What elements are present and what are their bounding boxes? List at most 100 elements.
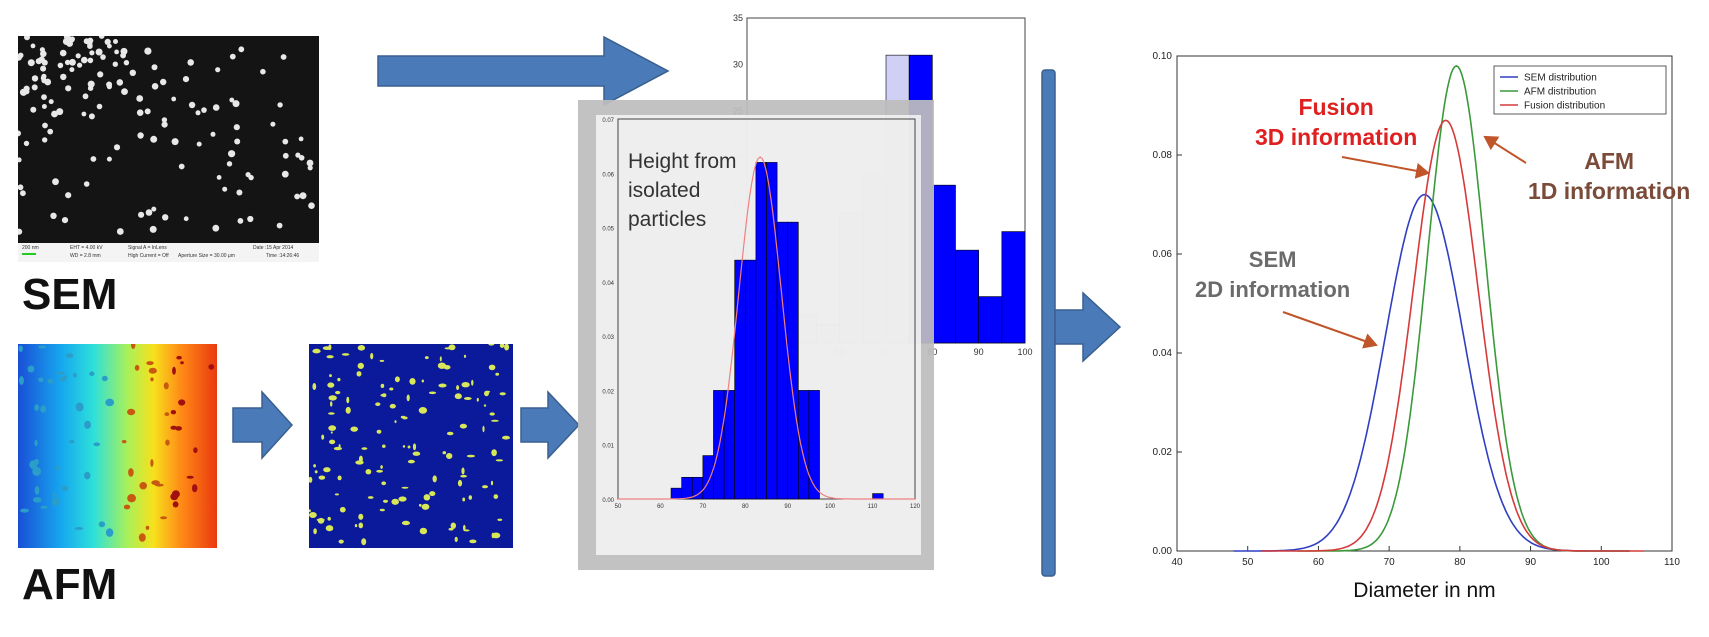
afm-particle <box>180 361 184 365</box>
segmented-particle <box>491 449 497 457</box>
y-tick-label: 0.05 <box>602 227 614 233</box>
sem-particle <box>282 138 289 145</box>
sem-particle <box>39 47 45 53</box>
segmented-particle <box>328 425 337 431</box>
segmented-particle <box>495 459 504 462</box>
sem-label: SEM <box>22 270 118 319</box>
sem-particle <box>236 189 243 196</box>
segmented-particle <box>461 467 465 475</box>
segmented-particle <box>338 444 341 448</box>
sem-particle <box>232 100 240 108</box>
sem-particle <box>50 212 57 219</box>
segmented-particle <box>461 382 470 388</box>
afm-particle <box>105 528 114 537</box>
sem-particle <box>75 53 81 59</box>
sem-signal: Signal A = InLens <box>128 245 167 251</box>
sem-particle <box>138 211 145 218</box>
segmented-particle <box>401 520 410 526</box>
segmented-particle <box>323 467 331 473</box>
sem-particle <box>222 186 228 192</box>
x-tick-label: 60 <box>657 504 664 510</box>
sem-particle <box>30 43 36 49</box>
afm-particle <box>127 494 136 503</box>
sem-particle <box>18 184 24 191</box>
sem-particle <box>40 65 47 72</box>
segmented-particle <box>460 474 467 478</box>
afm-particle <box>165 439 170 446</box>
segmented-particle <box>493 494 499 499</box>
sem-particle <box>229 53 236 60</box>
sem-particle <box>47 128 54 135</box>
y-tick-label: 0.00 <box>1153 546 1173 557</box>
sem-particle <box>81 111 87 117</box>
sem-particle <box>113 144 121 151</box>
y-tick-label: 30 <box>733 59 743 69</box>
histogram-bar <box>808 390 820 500</box>
afm-particle <box>155 483 164 487</box>
afm-particle <box>18 345 23 352</box>
sem-particle <box>104 38 111 45</box>
sem-particle <box>90 156 97 162</box>
afm-particle <box>150 377 154 382</box>
segmented-particle <box>309 476 313 483</box>
sem-particle <box>38 56 45 63</box>
fusion-annotation-title: Fusion <box>1298 94 1374 120</box>
sem-particle <box>24 88 30 95</box>
afm-particle <box>55 371 65 375</box>
sem-particle <box>229 97 235 103</box>
sem-particle <box>83 181 90 187</box>
sem-particle <box>52 178 59 186</box>
sem-particle <box>215 67 221 73</box>
segmented-particle <box>407 445 411 449</box>
segmented-particle <box>389 387 394 391</box>
sem-particle <box>160 78 167 86</box>
segmented-particle <box>335 390 341 395</box>
segmented-particle <box>375 402 381 406</box>
segmented-particle <box>469 539 477 544</box>
segmented-particle <box>318 475 326 480</box>
sem-particle <box>144 47 152 55</box>
x-tick-label: 100 <box>825 504 836 510</box>
sem-particle <box>57 62 64 69</box>
afm-to-segmentation-arrow <box>232 390 294 460</box>
sem-particle <box>83 38 90 45</box>
sem-particle <box>41 94 47 100</box>
y-tick-label: 0.04 <box>1153 348 1173 359</box>
sem-particle <box>245 172 251 178</box>
afm-particle <box>52 497 60 506</box>
y-tick-label: 0.00 <box>602 498 614 504</box>
segmentation-to-histogram-arrow <box>520 390 581 460</box>
sem-annotation-info: 2D information <box>1195 277 1351 302</box>
segmented-particle <box>358 522 364 529</box>
sem-particle <box>69 58 76 66</box>
segmented-particle <box>423 494 431 501</box>
sem-annotation-title: SEM <box>1248 247 1297 272</box>
sem-particle <box>68 37 75 43</box>
sem-particle <box>260 68 266 75</box>
x-tick-label: 40 <box>1171 557 1183 568</box>
sem-particle <box>112 61 119 67</box>
segmented-particles-image <box>309 344 513 548</box>
segmented-particle <box>438 383 447 388</box>
afm-particle <box>193 447 198 454</box>
segmented-particle <box>322 346 332 350</box>
segmented-particle <box>327 382 335 388</box>
segmented-particle <box>380 383 385 388</box>
segmented-particle <box>421 379 424 383</box>
segmented-particle <box>401 486 409 489</box>
sem-particle <box>87 57 94 64</box>
legend-entry: AFM distribution <box>1524 87 1596 98</box>
segmented-particle <box>482 485 488 489</box>
segmented-particle <box>312 348 321 354</box>
segmented-particle <box>326 355 334 359</box>
segmented-particle <box>448 527 454 531</box>
segmented-particle <box>389 403 396 409</box>
afm-particle <box>74 527 84 530</box>
segmented-particle <box>330 401 333 407</box>
fusion-annotation-info: 3D information <box>1255 124 1418 150</box>
afm-particle <box>139 482 147 490</box>
sem-particle <box>96 103 103 110</box>
segmented-particle <box>504 344 510 351</box>
segmented-particle <box>361 447 368 450</box>
